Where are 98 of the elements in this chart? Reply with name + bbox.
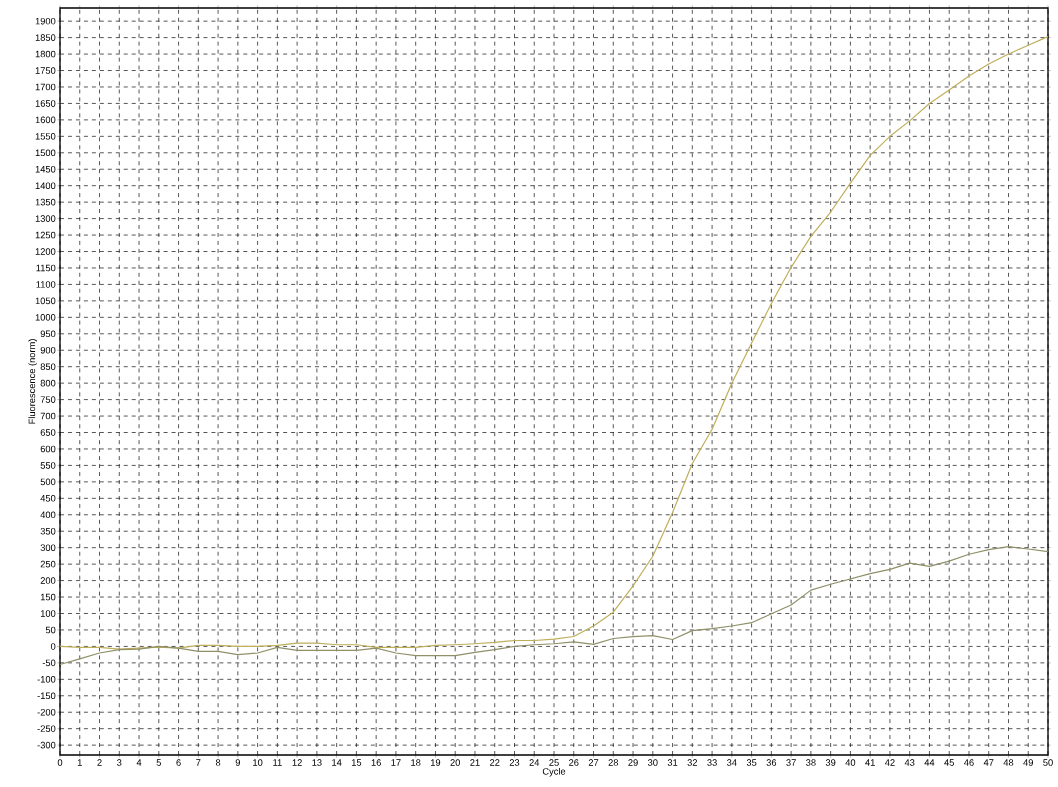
x-tick-label: 20 (450, 759, 461, 766)
x-tick-label: 24 (529, 759, 540, 766)
x-tick-label: 10 (253, 759, 263, 766)
x-tick-label: 18 (411, 759, 421, 766)
x-tick-label: 48 (1003, 759, 1014, 766)
x-tick-label: 37 (786, 759, 796, 766)
x-tick-label: 50 (1043, 759, 1053, 766)
y-tick-label: 950 (40, 330, 56, 338)
y-tick-label: 1650 (35, 100, 56, 107)
y-tick-label: 650 (40, 429, 56, 436)
x-tick-label: 30 (647, 759, 658, 766)
x-tick-label: 49 (1023, 759, 1033, 766)
y-tick-label: 1750 (35, 67, 56, 74)
x-tick-label: 12 (292, 759, 302, 766)
x-tick-label: 34 (727, 759, 737, 766)
y-tick-label: -100 (37, 676, 56, 683)
x-tick-label: 13 (312, 759, 322, 766)
y-tick-label: 100 (40, 610, 56, 617)
y-tick-label: 0 (50, 643, 56, 650)
y-tick-label: -300 (37, 741, 56, 749)
x-tick-label: 40 (845, 759, 856, 766)
y-tick-label: 1450 (35, 165, 56, 173)
x-tick-label: 28 (608, 759, 619, 766)
x-tick-label: 33 (707, 759, 717, 766)
y-tick-label: 150 (40, 593, 56, 601)
x-tick-label: 8 (215, 759, 221, 766)
y-tick-label: 700 (40, 412, 56, 420)
x-tick-label: 4 (136, 759, 142, 766)
y-tick-label: -50 (42, 659, 56, 667)
x-tick-label: 0 (57, 759, 63, 766)
x-tick-label: 32 (687, 759, 698, 766)
x-tick-label: 14 (332, 759, 342, 766)
y-tick-label: -200 (37, 708, 56, 716)
y-tick-label: -250 (37, 725, 56, 732)
x-tick-label: 27 (588, 759, 599, 766)
y-tick-label: 1300 (35, 215, 56, 222)
x-tick-label: 35 (746, 759, 757, 766)
x-tick-label: 2 (97, 759, 102, 766)
y-tick-label: 1600 (35, 116, 56, 124)
x-tick-label: 43 (904, 759, 915, 766)
y-tick-label: 500 (40, 478, 56, 486)
x-tick-label: 9 (235, 759, 240, 766)
y-tick-label: 1700 (35, 83, 56, 91)
x-tick-label: 41 (865, 759, 875, 766)
y-tick-label: 1150 (36, 264, 56, 272)
x-axis-title: Cycle (542, 767, 566, 777)
y-tick-label: 850 (40, 363, 56, 370)
y-tick-label: 1200 (35, 248, 56, 255)
x-tick-label: 39 (825, 759, 836, 766)
y-axis-title: Fluorescence (norm) (28, 339, 37, 424)
y-tick-label: 1000 (35, 314, 56, 321)
x-tick-label: 5 (156, 759, 161, 766)
y-tick-label: 400 (40, 511, 56, 519)
y-tick-label: 1900 (35, 17, 56, 25)
x-tick-label: 3 (117, 759, 122, 766)
y-tick-label: 1800 (35, 50, 56, 58)
x-tick-label: 15 (351, 759, 362, 766)
x-tick-label: 29 (628, 759, 638, 766)
y-tick-label: 300 (40, 544, 56, 551)
y-tick-label: 1500 (35, 149, 56, 157)
x-tick-label: 19 (430, 759, 441, 766)
y-tick-label: 1850 (35, 34, 56, 41)
y-tick-label: 200 (40, 577, 56, 584)
x-tick-label: 42 (884, 759, 895, 766)
x-tick-label: 25 (549, 759, 559, 766)
y-tick-label: 1050 (35, 297, 56, 305)
x-tick-label: 16 (371, 759, 381, 766)
x-tick-label: 17 (391, 759, 401, 766)
y-tick-label: 50 (45, 626, 56, 634)
y-tick-label: -150 (37, 692, 56, 700)
x-tick-label: 38 (806, 759, 816, 766)
x-tick-label: 7 (196, 759, 201, 766)
x-tick-label: 36 (766, 759, 777, 766)
x-tick-label: 21 (470, 759, 480, 766)
y-tick-label: 1100 (36, 281, 56, 288)
y-tick-label: 550 (40, 462, 56, 469)
y-tick-label: 1350 (35, 198, 56, 206)
x-tick-label: 11 (273, 759, 282, 766)
y-tick-label: 350 (40, 527, 56, 535)
x-tick-label: 44 (924, 759, 935, 766)
y-tick-label: 1550 (35, 133, 56, 140)
x-tick-label: 45 (944, 759, 954, 766)
x-tick-label: 22 (490, 759, 500, 766)
y-tick-label: 900 (40, 346, 56, 354)
y-tick-label: 750 (40, 396, 56, 403)
x-tick-label: 1 (77, 759, 82, 766)
y-tick-label: 1250 (35, 231, 56, 239)
y-tick-label: 450 (40, 495, 56, 502)
x-tick-label: 47 (983, 759, 994, 766)
x-tick-label: 31 (667, 759, 678, 766)
y-tick-label: 600 (40, 445, 56, 453)
x-tick-label: 46 (964, 759, 974, 766)
y-tick-label: 1400 (35, 182, 56, 189)
x-tick-label: 6 (176, 759, 181, 766)
y-tick-label: 250 (40, 560, 56, 568)
y-tick-label: 800 (40, 379, 56, 387)
x-tick-label: 23 (509, 759, 520, 766)
x-tick-label: 26 (569, 759, 579, 766)
